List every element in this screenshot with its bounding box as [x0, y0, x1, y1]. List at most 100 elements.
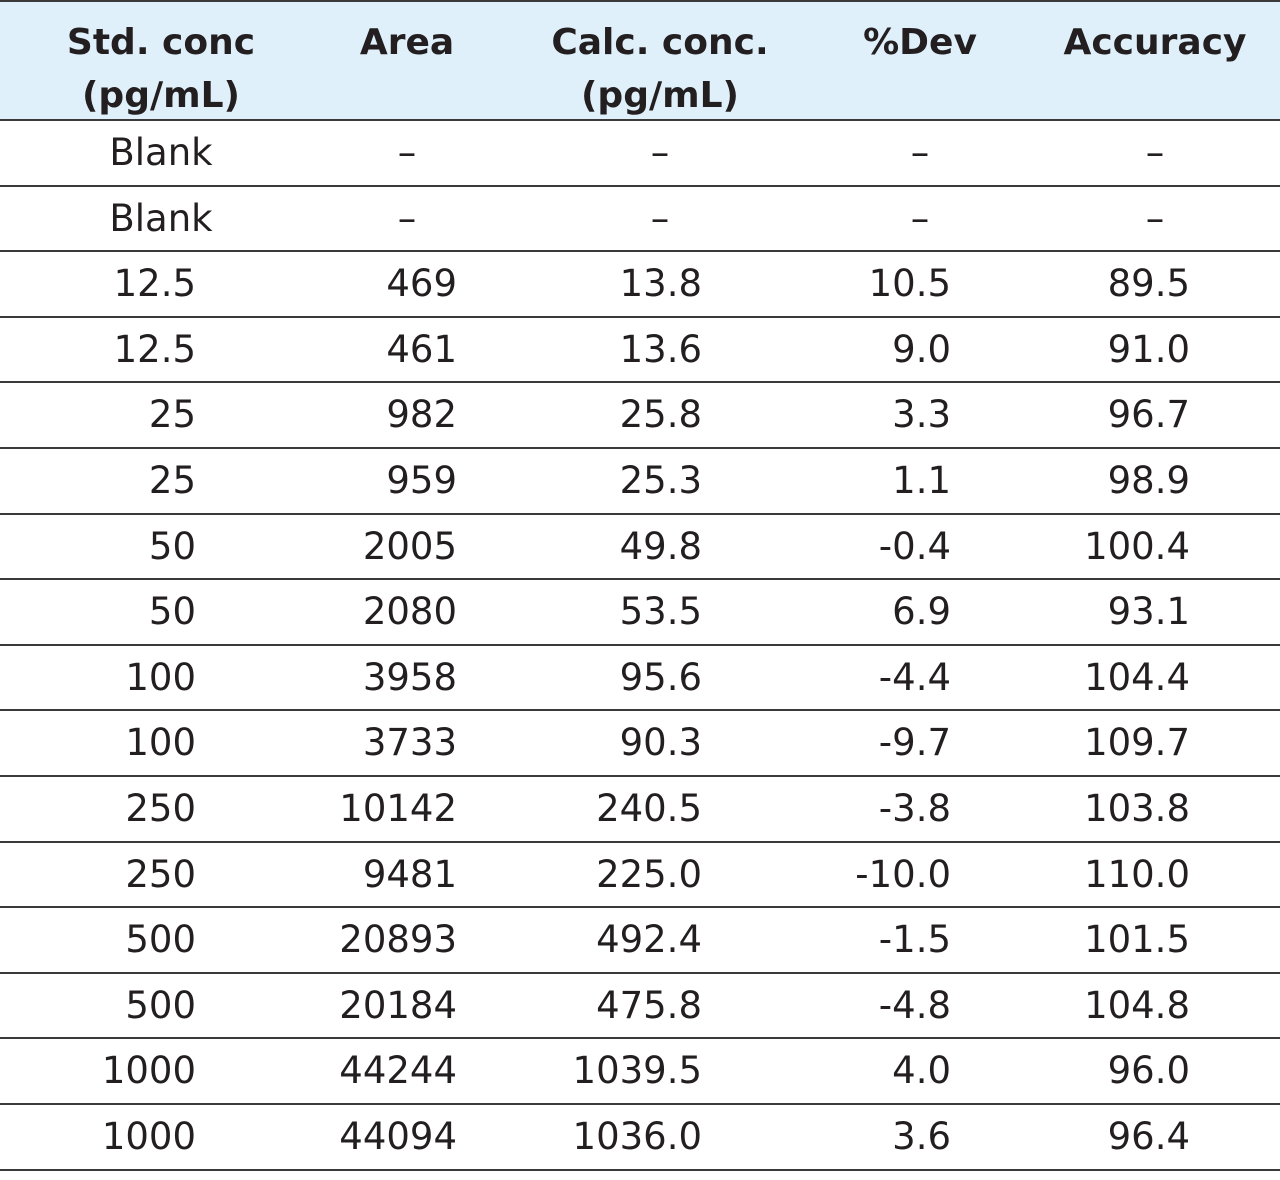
calc-conc-cell: 1039.5 — [572, 1049, 702, 1093]
calc-conc-cell: 240.5 — [596, 786, 702, 830]
accuracy-cell: 110.0 — [1084, 852, 1190, 896]
calc-conc-cell: 25.8 — [619, 393, 702, 437]
table-row: 100 3958 95.6 -4.4 104.4 — [0, 646, 1280, 712]
std-conc-cell: 1000 — [101, 1114, 196, 1158]
area-cell: 982 — [386, 393, 457, 437]
dev-cell: 6.9 — [892, 590, 951, 634]
header-calc-conc: Calc. conc. (pg/mL) — [551, 22, 769, 116]
area-cell: 2080 — [362, 590, 457, 634]
area-cell: – — [397, 196, 417, 240]
table-row: 1000 44244 1039.5 4.0 96.0 — [0, 1039, 1280, 1105]
accuracy-cell: 100.4 — [1084, 524, 1190, 568]
table-row: 50 2080 53.5 6.9 93.1 — [0, 580, 1280, 646]
dev-cell: -4.4 — [878, 655, 951, 699]
accuracy-cell: 104.4 — [1084, 655, 1190, 699]
area-cell: 20893 — [339, 918, 457, 962]
calc-conc-cell: 13.6 — [619, 327, 702, 371]
table-row: 25 959 25.3 1.1 98.9 — [0, 449, 1280, 515]
accuracy-cell: 91.0 — [1107, 327, 1190, 371]
std-conc-cell: 250 — [125, 852, 196, 896]
area-cell: 469 — [386, 262, 457, 306]
dev-cell: 4.0 — [892, 1049, 951, 1093]
table-row: 500 20184 475.8 -4.8 104.8 — [0, 974, 1280, 1040]
area-cell: – — [397, 131, 417, 174]
std-conc-cell: Blank — [109, 131, 213, 174]
dev-cell: -4.8 — [878, 983, 951, 1027]
calc-conc-cell: – — [650, 196, 670, 240]
area-cell: 959 — [386, 458, 457, 502]
dev-cell: 10.5 — [868, 262, 951, 306]
area-cell: 3958 — [362, 655, 457, 699]
header-std-conc: Std. conc (pg/mL) — [66, 22, 256, 116]
area-cell: 461 — [386, 327, 457, 371]
dev-cell: 3.3 — [892, 393, 951, 437]
dev-cell: 3.6 — [892, 1114, 951, 1158]
calc-conc-cell: 25.3 — [619, 458, 702, 502]
header-dev: %Dev — [863, 22, 977, 63]
dev-cell: -1.5 — [878, 918, 951, 962]
std-conc-cell: Blank — [109, 196, 213, 240]
std-conc-cell: 25 — [148, 458, 196, 502]
area-cell: 20184 — [339, 983, 457, 1027]
area-cell: 10142 — [339, 786, 457, 830]
dev-cell: 9.0 — [892, 327, 951, 371]
table-row: 500 20893 492.4 -1.5 101.5 — [0, 908, 1280, 974]
calc-conc-cell: 225.0 — [596, 852, 702, 896]
table-row: 250 9481 225.0 -10.0 110.0 — [0, 843, 1280, 909]
header-accuracy: Accuracy — [1063, 22, 1247, 63]
dev-cell: 1.1 — [892, 458, 951, 502]
calc-conc-cell: 95.6 — [619, 655, 702, 699]
accuracy-cell: 104.8 — [1084, 983, 1190, 1027]
accuracy-cell: – — [1145, 131, 1165, 174]
std-conc-cell: 50 — [148, 524, 196, 568]
table-row: Blank – – – – — [0, 187, 1280, 253]
dev-cell: -10.0 — [855, 852, 951, 896]
std-conc-cell: 12.5 — [113, 262, 196, 306]
area-cell: 3733 — [362, 721, 457, 765]
table-header: Std. conc (pg/mL) Area Calc. conc. (pg/m… — [0, 0, 1280, 121]
table-row: 25 982 25.8 3.3 96.7 — [0, 383, 1280, 449]
std-conc-cell: 100 — [125, 655, 196, 699]
accuracy-cell: – — [1145, 196, 1165, 240]
accuracy-cell: 96.4 — [1107, 1114, 1190, 1158]
dev-cell: -3.8 — [878, 786, 951, 830]
area-cell: 44094 — [339, 1114, 457, 1158]
dev-cell: -9.7 — [878, 721, 951, 765]
accuracy-cell: 98.9 — [1107, 458, 1190, 502]
accuracy-cell: 96.7 — [1107, 393, 1190, 437]
calc-conc-cell: 13.8 — [619, 262, 702, 306]
calc-conc-cell: 475.8 — [596, 983, 702, 1027]
table-body: Blank – – – – Blank – – – –12.5 469 13.8 10.5 89.5 12.… — [0, 121, 1280, 1171]
header-area: Area — [359, 22, 455, 63]
table-row: 1000 44094 1036.0 3.6 96.4 — [0, 1105, 1280, 1171]
calc-conc-cell: 90.3 — [619, 721, 702, 765]
table-row: 12.5 469 13.8 10.5 89.5 — [0, 252, 1280, 318]
calc-conc-cell: 53.5 — [619, 590, 702, 634]
accuracy-cell: 96.0 — [1107, 1049, 1190, 1093]
std-conc-cell: 1000 — [101, 1049, 196, 1093]
dev-cell: – — [910, 196, 930, 240]
accuracy-cell: 93.1 — [1107, 590, 1190, 634]
accuracy-cell: 103.8 — [1084, 786, 1190, 830]
dev-cell: -0.4 — [878, 524, 951, 568]
area-cell: 9481 — [362, 852, 457, 896]
table-row: 12.5 461 13.6 9.0 91.0 — [0, 318, 1280, 384]
table-row: 50 2005 49.8 -0.4 100.4 — [0, 515, 1280, 581]
calc-conc-cell: 49.8 — [619, 524, 702, 568]
table-row: 250 10142 240.5 -3.8 103.8 — [0, 777, 1280, 843]
dev-cell: – — [910, 131, 930, 174]
accuracy-cell: 109.7 — [1084, 721, 1190, 765]
std-conc-cell: 12.5 — [113, 327, 196, 371]
area-cell: 2005 — [362, 524, 457, 568]
area-cell: 44244 — [339, 1049, 457, 1093]
calc-conc-cell: 492.4 — [596, 918, 702, 962]
std-conc-cell: 250 — [125, 786, 196, 830]
table-row: Blank – – – – — [0, 121, 1280, 187]
calc-conc-cell: 1036.0 — [572, 1114, 702, 1158]
accuracy-cell: 101.5 — [1084, 918, 1190, 962]
calc-conc-cell: – — [650, 131, 670, 174]
std-conc-cell: 25 — [148, 393, 196, 437]
std-conc-cell: 500 — [125, 983, 196, 1027]
accuracy-cell: 89.5 — [1107, 262, 1190, 306]
